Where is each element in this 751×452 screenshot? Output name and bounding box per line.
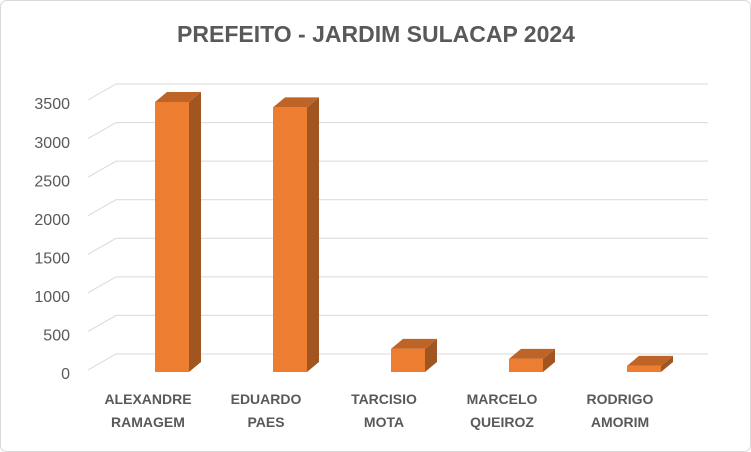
bar-side [189,92,201,372]
x-tick-label-line: TARCISIO [351,391,417,407]
bar-side [425,338,437,372]
bar [391,348,425,372]
x-tick-label-line: MARCELO [467,391,538,407]
bar [509,358,543,372]
bar-top [509,348,555,359]
bar [627,365,661,372]
x-tick-label-line: ALEXANDRE [104,391,191,407]
x-tick-label-line: EDUARDO [231,391,302,407]
bar-top [627,355,673,366]
x-tick-label: ALEXANDRE RAMAGEM [104,391,191,430]
x-tick-label-line: MOTA [364,414,404,430]
bar-side [543,348,555,372]
bar-top [391,338,437,349]
y-tick-label: 1000 [34,289,70,306]
bar [273,107,307,373]
bar-side [661,355,673,372]
x-tick-label-line: AMORIM [591,414,649,430]
grid-line [87,199,708,217]
grid-line [87,237,708,255]
x-tick-label: RODRIGO AMORIM [587,391,654,430]
grid-line [87,276,708,294]
x-tick-label-line: QUEIROZ [470,414,534,430]
x-tick-label: MARCELO QUEIROZ [467,391,538,430]
y-tick-label: 0 [61,366,70,383]
y-tick-label: 500 [43,328,70,345]
grid-line [87,160,708,178]
grid-line [87,353,708,371]
y-tick-label: 3000 [34,135,70,152]
bar-top [155,92,201,102]
x-tick-label-line: RAMAGEM [111,414,185,430]
x-tick-label-line: PAES [247,414,284,430]
x-tick-label-line: RODRIGO [587,391,654,407]
bar-side [307,97,319,373]
chart-title: PREFEITO - JARDIM SULACAP 2024 [177,21,575,47]
grid-line [87,314,708,332]
y-tick-label: 2500 [34,173,70,190]
bar [155,102,189,372]
x-tick-label: EDUARDO PAES [231,391,302,430]
y-tick-label: 2000 [34,212,70,229]
x-tick-label: TARCISIO MOTA [351,391,417,430]
y-tick-label: 1500 [34,251,70,268]
y-tick-label: 3500 [34,96,70,113]
bar-top [273,97,319,108]
grid-line [87,122,708,140]
grid-line [87,83,708,101]
